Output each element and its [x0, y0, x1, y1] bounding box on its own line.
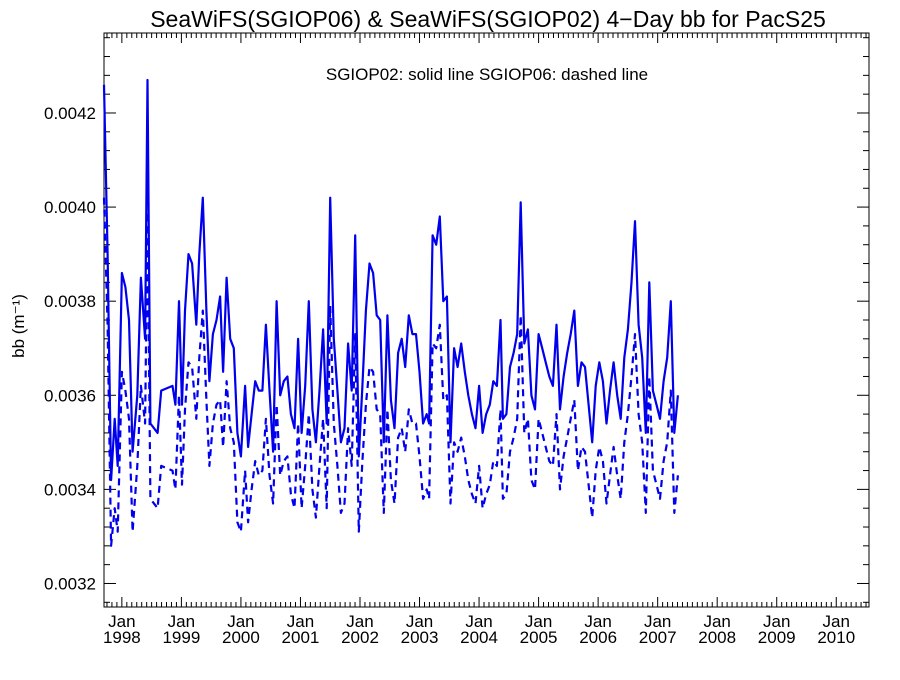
x-tick-month-label: Jan	[465, 612, 492, 631]
x-tick-year-label: 2007	[639, 628, 677, 647]
x-tick-month-label: Jan	[227, 612, 254, 631]
y-axis: 0.0032 0.0034 0.0036 0.0038 0.0040 0.0042	[44, 37, 869, 603]
y-tick-label: 0.0032	[44, 574, 96, 593]
y-axis-label: bb (m⁻¹)	[9, 294, 28, 358]
x-tick-year-label: 2000	[222, 628, 260, 647]
x-tick-month-label: Jan	[823, 612, 850, 631]
x-tick-year-label: 2001	[282, 628, 320, 647]
plot-frame	[103, 32, 870, 608]
x-tick-month-label: Jan	[406, 612, 433, 631]
x-axis: Jan1998Jan1999Jan2000Jan2001Jan2002Jan20…	[103, 33, 867, 647]
y-tick-label: 0.0038	[44, 292, 96, 311]
x-tick-year-label: 2005	[520, 628, 558, 647]
x-tick-year-label: 2009	[758, 628, 796, 647]
y-tick-label: 0.0034	[44, 480, 96, 499]
x-tick-year-label: 2008	[698, 628, 736, 647]
x-tick-month-label: Jan	[168, 612, 195, 631]
y-tick-label: 0.0040	[44, 198, 96, 217]
x-tick-month-label: Jan	[763, 612, 790, 631]
x-tick-year-label: 2002	[341, 628, 379, 647]
x-tick-month-label: Jan	[584, 612, 611, 631]
x-tick-month-label: Jan	[287, 612, 314, 631]
x-tick-month-label: Jan	[346, 612, 373, 631]
series-line-sgiop06	[102, 197, 679, 547]
series-group	[102, 78, 679, 547]
series-line-sgiop02	[102, 78, 679, 482]
line-style-note: SGIOP02: solid line SGIOP06: dashed line	[326, 65, 648, 84]
x-tick-month-label: Jan	[703, 612, 730, 631]
x-tick-month-label: Jan	[525, 612, 552, 631]
x-tick-year-label: 2003	[401, 628, 439, 647]
y-tick-label: 0.0036	[44, 386, 96, 405]
x-tick-year-label: 1998	[103, 628, 141, 647]
y-tick-label: 0.0042	[44, 104, 96, 123]
x-tick-year-label: 2006	[579, 628, 617, 647]
x-tick-year-label: 1999	[162, 628, 200, 647]
x-tick-year-label: 2010	[817, 628, 855, 647]
chart-title: SeaWiFS(SGIOP06) & SeaWiFS(SGIOP02) 4−Da…	[150, 6, 826, 32]
x-tick-month-label: Jan	[644, 612, 671, 631]
x-tick-month-label: Jan	[108, 612, 135, 631]
x-tick-year-label: 2004	[460, 628, 498, 647]
